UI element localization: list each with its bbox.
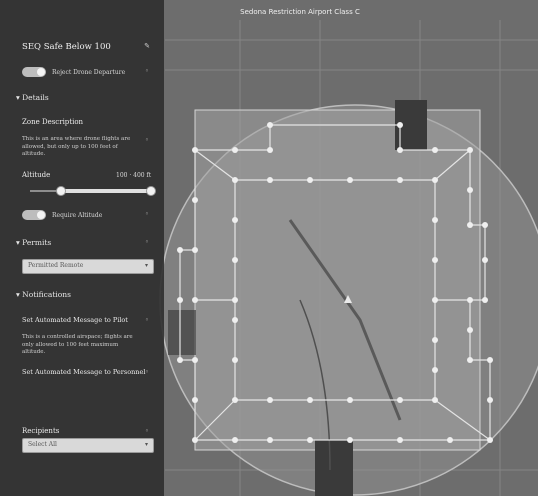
recipients-select-value: Select All [28, 441, 57, 448]
chevron-down-icon: ▾ [144, 441, 148, 448]
chevron-down-icon: ▾ [144, 262, 148, 269]
info-icon[interactable]: ◦ [144, 427, 150, 435]
altitude-label: Altitude [22, 171, 51, 179]
zone-description-text[interactable]: This is an area where drone flights are … [22, 136, 131, 157]
info-icon[interactable]: ◦ [144, 368, 150, 376]
permits-select-value: Permitted Remote [28, 262, 84, 269]
details-header-label: Details [22, 93, 49, 102]
recipients-label: Recipients [22, 427, 60, 435]
edit-pencil-icon[interactable]: ✎ [144, 42, 150, 50]
recipients-select[interactable]: Select All ▾ [22, 438, 154, 453]
zone-description-label: Zone Description [22, 118, 84, 126]
info-icon[interactable]: ◦ [144, 238, 150, 246]
require-altitude-label: Require Altitude [52, 212, 103, 219]
reject-departure-toggle[interactable] [22, 67, 46, 77]
chevron-down-icon: ▾ [16, 290, 23, 299]
info-icon[interactable]: ◦ [144, 67, 150, 75]
altitude-slider-high-handle[interactable] [146, 186, 156, 196]
automated-msg-personnel-label: Set Automated Message to Personnel [22, 368, 146, 376]
info-icon[interactable]: ◦ [144, 316, 150, 324]
automated-msg-pilot-label: Set Automated Message to Pilot [22, 316, 128, 324]
automated-msg-pilot-text[interactable]: This is a controlled airspace; flights a… [22, 334, 133, 355]
inner-zone [194, 109, 481, 451]
details-section-header[interactable]: ▾ Details [16, 93, 49, 102]
permits-section-header[interactable]: ▾ Permits [16, 238, 51, 247]
rule-editor-panel: SEQ Safe Below 100 ✎ Reject Drone Depart… [0, 0, 164, 496]
notifications-section-header[interactable]: ▾ Notifications [16, 290, 71, 299]
permits-header-label: Permits [22, 238, 52, 247]
map-title: Sedona Restriction Airport Class C [240, 8, 360, 16]
info-icon[interactable]: ◦ [144, 210, 150, 218]
chevron-down-icon: ▾ [16, 93, 23, 102]
altitude-slider-fill [60, 189, 150, 193]
reject-departure-label: Reject Drone Departure [52, 69, 126, 76]
map-marker-icon [344, 295, 352, 303]
notifications-header-label: Notifications [22, 290, 71, 299]
require-altitude-toggle[interactable] [22, 210, 46, 220]
permits-select[interactable]: Permitted Remote ▾ [22, 259, 154, 274]
altitude-range-value: 100 · 400 ft [116, 172, 152, 179]
info-icon[interactable]: ◦ [144, 136, 150, 144]
altitude-slider-low-handle[interactable] [56, 186, 66, 196]
rule-title: SEQ Safe Below 100 [22, 42, 111, 52]
chevron-down-icon: ▾ [16, 238, 23, 247]
